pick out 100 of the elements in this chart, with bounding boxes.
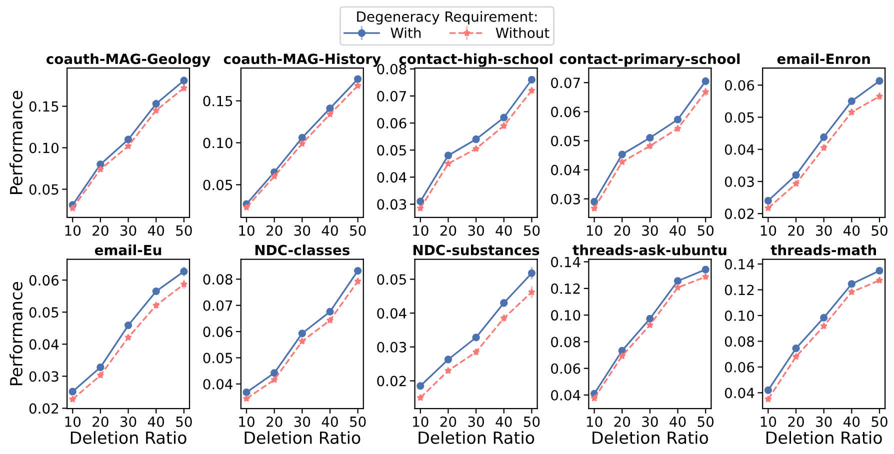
y-tick-label: 0.03 <box>724 176 754 187</box>
x-tick-label: 50 <box>176 416 192 427</box>
x-tick-label: 10 <box>760 225 776 236</box>
chart-title: NDC-substances <box>414 244 540 256</box>
chart-title: NDC-classes <box>255 244 350 256</box>
y-tick-label: 0.04 <box>29 339 59 350</box>
y-tick-label: 0.04 <box>724 388 754 398</box>
x-tick-label: 20 <box>788 416 804 427</box>
chart-title: email-Enron <box>777 53 870 64</box>
x-tick-label: 30 <box>294 416 310 427</box>
y-tick-label: 0.08 <box>203 274 232 285</box>
y-tick-label: 0.14 <box>551 256 580 268</box>
x-tick-label: 40 <box>844 225 860 236</box>
y-tick-label: 0.14 <box>724 258 754 270</box>
legend-label: With <box>390 27 421 38</box>
x-tick-label: 30 <box>816 225 832 236</box>
y-tick-label: 0.06 <box>724 362 754 372</box>
x-tick-label: 40 <box>496 416 512 427</box>
y-tick-label: 0.05 <box>551 136 580 146</box>
x-tick-label: 20 <box>266 225 282 236</box>
x-tick-label: 10 <box>65 416 81 427</box>
y-tick-label: 0.06 <box>551 106 580 118</box>
y-tick-label: 0.06 <box>551 363 580 374</box>
x-tick-label: 20 <box>440 416 456 427</box>
y-tick-label: 0.05 <box>377 274 406 285</box>
x-tick-label: 50 <box>524 416 540 427</box>
x-tick-label: 10 <box>239 416 254 427</box>
chart-title: threads-ask-ubuntu <box>572 244 726 256</box>
legend-title: Degeneracy Requirement: <box>357 11 537 25</box>
y-tick-label: 0.10 <box>29 142 58 154</box>
x-tick-label: 40 <box>670 416 686 427</box>
x-tick-label: 10 <box>413 416 428 427</box>
y-tick-label: 0.03 <box>29 371 58 382</box>
x-tick-label: 40 <box>148 225 164 236</box>
x-tick-label: 50 <box>524 225 540 236</box>
x-tick-label: 10 <box>65 225 81 236</box>
x-tick-label: 30 <box>294 225 310 236</box>
y-tick-label: 0.05 <box>29 184 58 195</box>
chart-title: coauth-MAG-Geology <box>46 53 210 67</box>
x-tick-label: 20 <box>92 416 108 427</box>
y-tick-label: 0.03 <box>377 199 406 210</box>
x-tick-label: 10 <box>413 225 428 236</box>
y-tick-label: 0.04 <box>724 144 754 155</box>
x-tick-label: 30 <box>468 225 484 236</box>
y-tick-label: 0.04 <box>551 390 580 400</box>
y-tick-label: 0.05 <box>203 352 232 364</box>
y-tick-label: 0.08 <box>551 336 580 348</box>
x-tick-label: 40 <box>496 225 512 236</box>
x-axis-title: Deletion Ratio <box>70 431 186 444</box>
chart-title: email-Eu <box>94 244 162 256</box>
y-tick-label: 0.10 <box>551 310 580 321</box>
y-tick-label: 0.02 <box>29 403 58 414</box>
y-tick-label: 0.10 <box>203 138 232 148</box>
y-tick-label: 0.02 <box>377 376 406 386</box>
x-tick-label: 10 <box>760 416 776 427</box>
y-tick-label: 0.07 <box>551 78 580 88</box>
x-axis-title: Deletion Ratio <box>592 431 708 444</box>
x-tick-label: 50 <box>698 416 714 427</box>
x-tick-label: 40 <box>322 416 338 427</box>
y-tick-label: 0.06 <box>724 80 754 91</box>
y-tick-label: 0.04 <box>377 308 406 319</box>
x-tick-label: 50 <box>350 225 366 236</box>
y-tick-label: 0.15 <box>203 96 232 106</box>
x-tick-label: 50 <box>872 225 888 236</box>
x-tick-label: 30 <box>120 225 136 236</box>
x-tick-label: 30 <box>120 416 136 427</box>
y-tick-label: 0.12 <box>551 283 580 294</box>
x-tick-label: 30 <box>642 416 658 427</box>
chart-title: contact-primary-school <box>560 53 740 67</box>
x-axis-title: Deletion Ratio <box>766 431 882 444</box>
y-tick-label: 0.07 <box>377 90 406 102</box>
x-tick-label: 20 <box>614 225 630 236</box>
x-tick-label: 50 <box>176 225 192 236</box>
y-tick-label: 0.08 <box>724 336 754 347</box>
y-tick-label: 0.02 <box>724 208 754 220</box>
y-axis-title: Performance <box>10 282 22 386</box>
x-tick-label: 40 <box>322 225 338 236</box>
x-tick-label: 20 <box>92 225 108 236</box>
y-tick-label: 0.05 <box>724 112 754 123</box>
y-tick-label: 0.06 <box>377 118 406 128</box>
y-tick-label: 0.05 <box>377 145 406 156</box>
y-axis-title: Performance <box>10 90 22 194</box>
x-tick-label: 20 <box>788 225 804 236</box>
x-tick-label: 40 <box>148 416 164 427</box>
x-tick-label: 10 <box>586 416 602 427</box>
x-tick-label: 40 <box>844 416 860 427</box>
y-tick-label: 0.06 <box>203 326 232 338</box>
y-tick-label: 0.15 <box>29 101 58 112</box>
y-tick-label: 0.05 <box>29 307 58 318</box>
y-tick-label: 0.06 <box>29 275 59 286</box>
legend-label: Without <box>496 27 550 38</box>
x-tick-label: 10 <box>239 225 254 236</box>
y-tick-label: 0.07 <box>203 300 232 311</box>
y-tick-label: 0.04 <box>377 172 406 183</box>
x-tick-label: 20 <box>266 416 282 427</box>
x-tick-label: 40 <box>670 225 686 236</box>
x-tick-label: 20 <box>440 225 456 236</box>
y-tick-label: 0.12 <box>724 284 754 296</box>
chart-title: threads-math <box>770 244 876 256</box>
x-tick-label: 20 <box>614 416 630 427</box>
